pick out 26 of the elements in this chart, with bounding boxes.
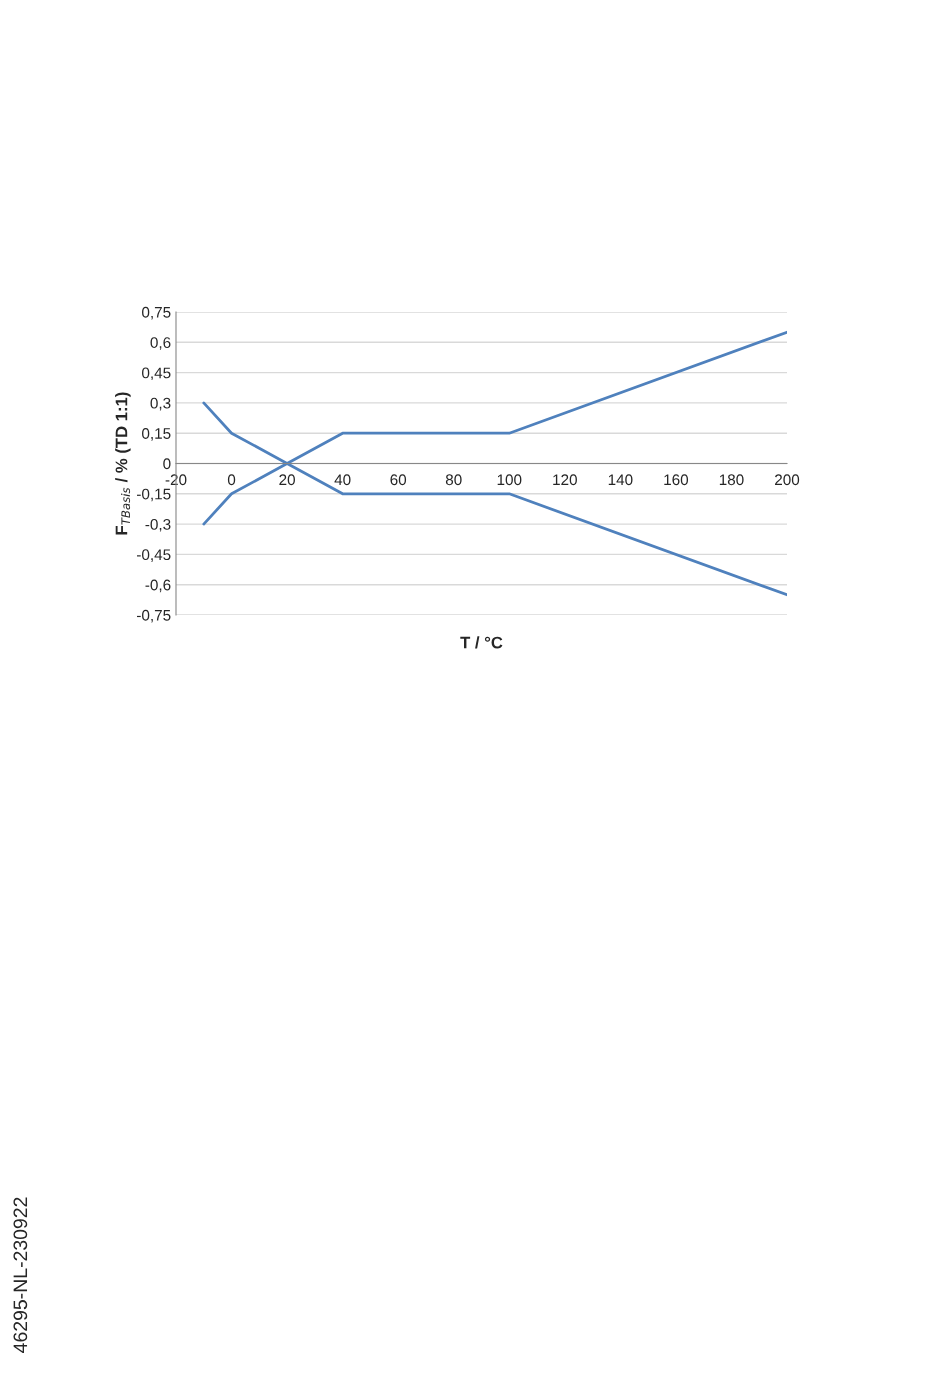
x-tick-label: 40 [334, 474, 351, 486]
y-tick-label: 0,3 [150, 397, 171, 411]
y-tick-label: 0,15 [142, 428, 171, 441]
x-tick-label: 20 [279, 474, 295, 486]
y-tick-label: -0,75 [137, 609, 171, 623]
y-tick-label: 0,75 [142, 306, 171, 320]
x-tick-label: -20 [165, 474, 187, 486]
x-tick-label: 60 [390, 474, 407, 486]
x-tick-label: 80 [445, 474, 462, 486]
x-tick-label: 180 [719, 474, 744, 486]
x-tick-label: 200 [775, 474, 800, 486]
y-tick-label: -0,6 [145, 579, 171, 593]
y-tick-label: 0,6 [150, 337, 171, 350]
y-axis-title: F$_{TBasis}$ / % (TD 1:1) [115, 392, 131, 535]
y-tick-label: 0,45 [142, 367, 171, 381]
y-tick-label: -0,3 [145, 518, 171, 532]
x-tick-label: 100 [497, 474, 522, 486]
x-tick-label: 120 [553, 474, 577, 486]
x-tick-label: 0 [227, 474, 236, 486]
y-tick-label: -0,45 [137, 549, 171, 562]
x-tick-label: 140 [608, 474, 633, 486]
x-axis-title: T / °C [460, 636, 503, 649]
y-tick-label: -0,15 [137, 488, 171, 502]
y-tick-label: 0 [163, 458, 171, 470]
x-tick-label: 160 [664, 474, 689, 486]
text: 46295-NL-230922 [13, 1197, 28, 1353]
